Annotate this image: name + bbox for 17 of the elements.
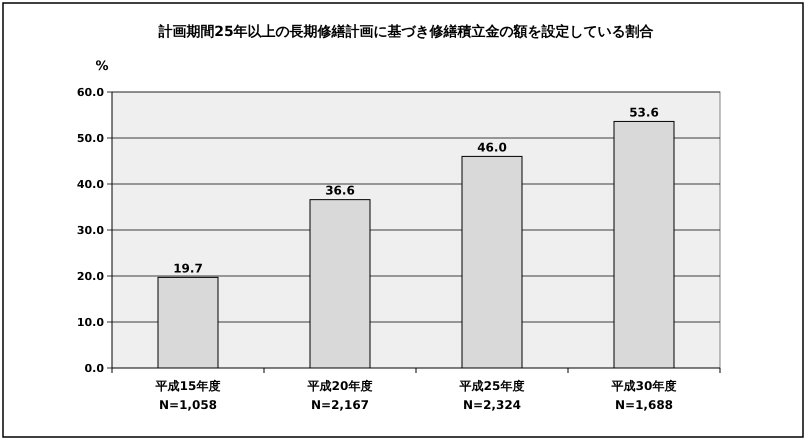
chart-title: 計画期間25年以上の長期修繕計画に基づき修繕積立金の額を設定している割合 — [157, 23, 654, 40]
y-axis-title: % — [95, 59, 109, 74]
y-tick-label: 40.0 — [76, 178, 104, 191]
y-tick-label: 60.0 — [76, 86, 104, 99]
x-tick-label: 平成20年度 N=2,167 — [306, 379, 372, 412]
data-label: 36.6 — [325, 184, 355, 198]
data-label: 19.7 — [173, 261, 203, 276]
data-label: 53.6 — [629, 105, 659, 120]
y-tick-label: 10.0 — [76, 316, 104, 329]
y-tick-label: 30.0 — [76, 224, 104, 237]
y-tick-label: 0.0 — [84, 362, 104, 375]
y-tick-label: 50.0 — [76, 132, 104, 145]
y-tick-label: 20.0 — [76, 270, 104, 283]
x-tick-label: 平成15年度 N=1,058 — [154, 379, 220, 412]
x-tick-label: 平成25年度 N=2,324 — [458, 379, 524, 412]
data-label: 46.0 — [477, 140, 507, 154]
x-tick-label: 平成30年度 N=1,688 — [610, 379, 676, 412]
